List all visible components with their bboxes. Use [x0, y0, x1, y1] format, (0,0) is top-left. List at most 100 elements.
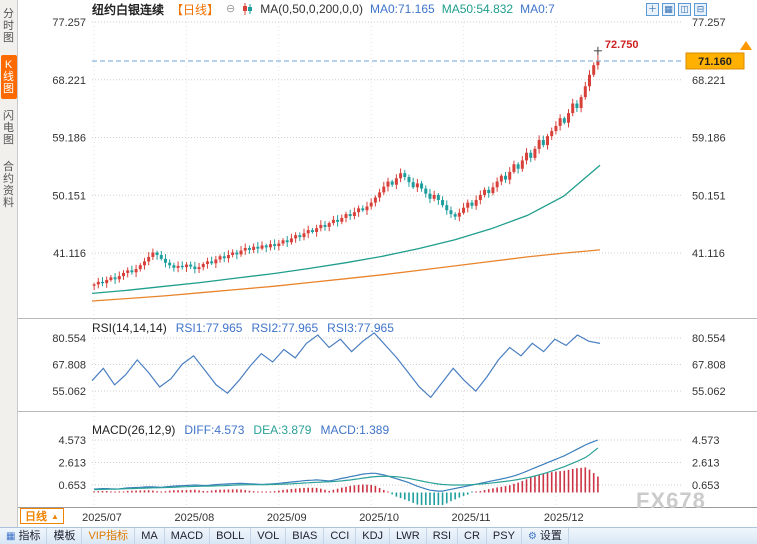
toolbar-item-label: 模板 — [53, 529, 76, 542]
indicators-icon: ▦ — [6, 530, 16, 542]
toolbar-item-vol[interactable]: VOL — [251, 527, 287, 544]
macd-title: MACD(26,12,9) — [92, 423, 176, 437]
toolbar-item-label: MA — [141, 529, 158, 542]
split-vertical-icon[interactable]: ◫ — [678, 2, 691, 16]
axis-label: 4.573 — [58, 435, 86, 447]
rsi-readout: RSI2:77.965 — [251, 321, 319, 335]
toolbar-item-kdj[interactable]: KDJ — [356, 527, 391, 544]
axis-label: 50.151 — [692, 190, 726, 202]
last-price-badge — [685, 52, 745, 70]
ma-readouts: MA0:71.165 MA50:54.832 MA0:7 — [370, 2, 562, 16]
sidebar-tab-time-chart[interactable]: 分时图 — [3, 8, 14, 44]
axis-label: 80.554 — [52, 333, 86, 345]
time-axis: 2025/07 2025/08 2025/09 2025/10 2025/11 2025/… — [18, 507, 757, 527]
toolbar-item-vip-indicators[interactable]: VIP指标 — [82, 527, 136, 544]
axis-label: 77.257 — [52, 18, 86, 29]
toolbar-item-label: MACD — [170, 529, 204, 542]
add-chart-icon[interactable]: ＋ — [646, 2, 659, 16]
x-axis-label: 2025/07 — [82, 512, 122, 524]
toolbar-item-label: BOLL — [216, 529, 245, 542]
rsi-panel: RSI(14,14,14) RSI1:77.965 RSI2:77.965 RSI3… — [18, 318, 757, 411]
sidebar-tab-contract-info[interactable]: 合约资料 — [3, 161, 14, 209]
candlestick-icon[interactable] — [242, 3, 253, 15]
toolbar-item-rsi[interactable]: RSI — [427, 527, 459, 544]
toolbar-item-lwr[interactable]: LWR — [390, 527, 427, 544]
high-price-label: 72.750 — [605, 39, 639, 51]
axis-label: 77.257 — [692, 18, 726, 29]
ma-readout: MA0:71.165 — [369, 2, 435, 16]
toolbar-item-label: 指标 — [18, 529, 41, 542]
price-up-arrow-icon — [740, 41, 752, 50]
toolbar-item-cr[interactable]: CR — [458, 527, 487, 544]
axis-label: 0.653 — [58, 480, 86, 492]
period-selector[interactable]: 日线 ▲ — [20, 508, 64, 524]
axis-label: 55.062 — [692, 386, 726, 398]
toolbar-item-label: KDJ — [362, 529, 384, 542]
axis-label: 55.062 — [52, 386, 86, 398]
last-price-badge-value: 71.160 — [698, 56, 732, 68]
macd-readouts: DIFF:4.573 DEA:3.879 MACD:1.389 — [184, 423, 389, 437]
toolbar-item-label: 设置 — [539, 529, 562, 542]
main-candlestick-chart[interactable]: 77.257 77.257 68.221 68.221 59.186 59.186 50.1… — [18, 18, 757, 318]
rsi-chart[interactable]: 80.554 80.554 67.808 67.808 55.062 55.062 — [18, 319, 757, 411]
rsi-readout: RSI1:77.965 — [175, 321, 243, 335]
x-axis-label: 2025/12 — [543, 512, 584, 524]
x-axis-label: 2025/10 — [359, 512, 399, 524]
rsi-title: RSI(14,14,14) — [92, 321, 167, 335]
ma-settings-label: MA(0,50,0,200,0,0) — [260, 2, 363, 16]
triangle-up-icon: ▲ — [51, 511, 59, 521]
toolbar-item-bias[interactable]: BIAS — [286, 527, 325, 544]
toolbar-item-psy[interactable]: PSY — [487, 527, 522, 544]
axis-label: 67.808 — [52, 360, 86, 372]
instrument-title: 纽约白银连续 — [92, 2, 165, 17]
toolbar-item-label: RSI — [432, 529, 452, 542]
ma-readout: MA50:54.832 — [441, 2, 514, 16]
axis-label: 41.116 — [53, 248, 86, 260]
macd-header: MACD(26,12,9) DIFF:4.573 DEA:3.879 MACD:1.… — [92, 423, 389, 437]
axis-label: 68.221 — [692, 75, 726, 87]
axis-label: 2.613 — [58, 458, 86, 470]
toolbar-item-indicators[interactable]: ▦ 指标 — [0, 527, 48, 544]
axis-label: 80.554 — [692, 333, 726, 345]
macd-readout: DEA:3.879 — [253, 423, 312, 437]
chart-header: 纽约白银连续 【日线】 ⊖ MA(0,50,0,200,0,0) MA0:71.… — [18, 0, 757, 18]
rsi-readout: RSI3:77.965 — [327, 321, 394, 335]
axis-label: 59.186 — [52, 133, 86, 145]
indicator-toolbar: ▦ 指标 模板 VIP指标 MA MACD BOLL VOL BIAS CCI KDJ LWR RSI C… — [0, 527, 757, 544]
axis-label: 50.151 — [52, 190, 86, 202]
toolbar-item-label: VOL — [257, 529, 280, 542]
rsi-readouts: RSI1:77.965 RSI2:77.965 RSI3:77.965 — [176, 321, 394, 335]
main-price-panel: 77.257 77.257 68.221 68.221 59.186 59.186 50.1… — [18, 18, 757, 318]
toolbar-item-boll[interactable]: BOLL — [210, 527, 252, 544]
period-selector-label: 日线 — [25, 511, 47, 523]
toolbar-item-label: LWR — [396, 529, 420, 542]
toolbar-item-label: CCI — [330, 529, 350, 542]
toolbar-item-cci[interactable]: CCI — [324, 527, 357, 544]
toolbar-item-settings[interactable]: ⚙ 设置 — [522, 527, 569, 544]
axis-label: 68.221 — [52, 75, 86, 87]
toolbar-item-templates[interactable]: 模板 — [47, 527, 83, 544]
rsi-header: RSI(14,14,14) RSI1:77.965 RSI2:77.965 RSI3… — [92, 321, 394, 335]
axis-label: 4.573 — [692, 435, 720, 447]
sidebar-tab-lightning-chart[interactable]: 闪电图 — [3, 110, 14, 146]
grid-layout-icon[interactable]: ▦ — [662, 2, 675, 16]
toolbar-item-label: VIP指标 — [88, 529, 129, 542]
ma-readout: MA0:7 — [520, 2, 555, 16]
minus-circle-icon[interactable]: ⊖ — [226, 3, 236, 15]
split-horizontal-icon[interactable]: ⊟ — [694, 2, 707, 16]
macd-chart[interactable]: 4.573 4.573 2.613 2.613 0.653 0.653 — [18, 412, 757, 507]
x-axis-label: 2025/09 — [266, 512, 307, 524]
axis-label: 67.808 — [692, 360, 726, 372]
settings-icon: ⚙ — [527, 530, 537, 542]
axis-label: 2.613 — [692, 458, 720, 470]
toolbar-item-ma[interactable]: MA — [135, 527, 165, 544]
axis-label: 0.653 — [692, 480, 720, 492]
x-axis-label: 2025/08 — [174, 512, 215, 524]
window-layout-controls: ＋ ▦ ◫ ⊟ — [646, 2, 707, 16]
macd-readout: DIFF:4.573 — [184, 423, 245, 437]
axis-label: 59.186 — [692, 133, 726, 145]
toolbar-item-macd[interactable]: MACD — [165, 527, 211, 544]
period-tag: 【日线】 — [171, 2, 220, 17]
